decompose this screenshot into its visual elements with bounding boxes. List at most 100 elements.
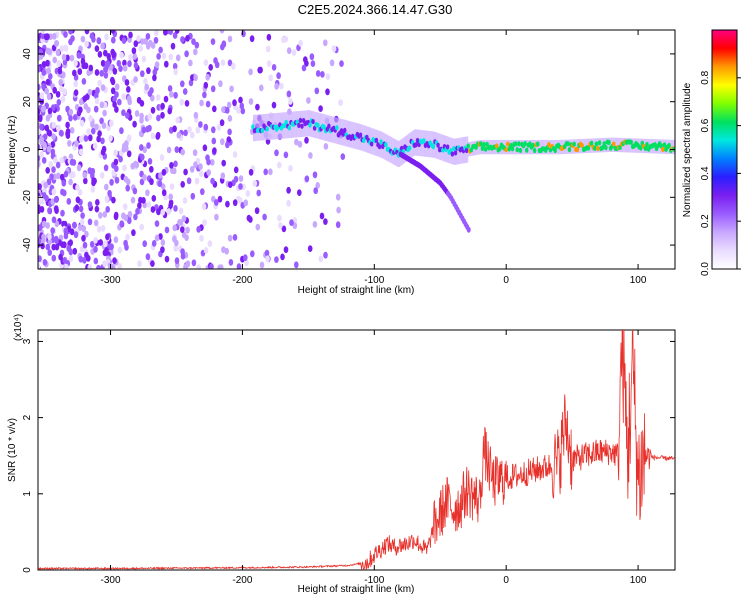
spectrogram-cell bbox=[109, 119, 114, 127]
spectrogram-cell bbox=[600, 144, 605, 151]
spectrogram-cell bbox=[166, 146, 172, 154]
spectrogram-cell bbox=[515, 139, 518, 155]
spectrogram-cell bbox=[286, 90, 292, 98]
spectrogram-cell bbox=[566, 141, 570, 147]
spectrogram-cell bbox=[593, 145, 597, 151]
spectrogram-cell bbox=[123, 214, 129, 222]
spectrogram-cell bbox=[51, 216, 57, 224]
spectrogram-cell bbox=[259, 84, 264, 92]
spectrogram-cell bbox=[132, 53, 138, 60]
spectrogram-cell bbox=[339, 60, 344, 67]
spectrogram-cell bbox=[447, 136, 450, 163]
spectrogram-cell bbox=[73, 89, 79, 96]
spectrogram-cell bbox=[193, 161, 198, 169]
spectrogram-cell bbox=[277, 161, 282, 169]
x-tick-label: 100 bbox=[630, 275, 647, 286]
spectrogram-cell bbox=[72, 247, 78, 255]
spectrogram-cell bbox=[536, 139, 538, 155]
spectrogram-cell bbox=[298, 39, 303, 47]
spectrogram-cell bbox=[232, 199, 238, 207]
spectrogram-cell bbox=[80, 35, 86, 43]
spectrogram-cell bbox=[494, 143, 499, 149]
spectrogram-cell bbox=[626, 138, 629, 153]
spectrogram-cell bbox=[57, 67, 63, 75]
spectrogram-cell bbox=[374, 137, 379, 143]
spectrogram-cell bbox=[145, 125, 150, 133]
spectrogram-cell bbox=[340, 153, 346, 161]
spectrogram-cell bbox=[131, 47, 137, 55]
spectrogram-cell bbox=[281, 225, 287, 233]
x-tick-label: -200 bbox=[232, 275, 252, 286]
spectrogram-cell bbox=[210, 177, 215, 185]
x-tick-label: -200 bbox=[232, 575, 252, 586]
spectrogram-cell bbox=[547, 142, 551, 148]
spectrogram-cell bbox=[190, 192, 196, 200]
snr-x-ticks: -300 -200 -100 0 100 bbox=[101, 330, 647, 586]
spectrogram-cell bbox=[68, 30, 73, 35]
spectrogram-cell bbox=[42, 133, 48, 141]
snr-series-line bbox=[38, 330, 675, 570]
spectrogram-cell bbox=[244, 259, 249, 267]
spectrogram-cell bbox=[615, 137, 617, 153]
spectrogram-cell bbox=[39, 136, 45, 143]
spectrogram-cell bbox=[51, 166, 56, 174]
spectrogram-cell bbox=[289, 111, 291, 139]
spectrogram-cell bbox=[260, 114, 263, 141]
spectrogram-cell bbox=[137, 202, 142, 209]
spectrogram-cell bbox=[95, 87, 100, 94]
spectrogram-cell bbox=[513, 141, 518, 147]
spectrogram-cell bbox=[597, 138, 600, 153]
spectrogram-cell bbox=[161, 168, 167, 176]
spectrogram-cell bbox=[217, 195, 223, 203]
spectrogram-cell bbox=[160, 246, 165, 254]
spectrogram-cell bbox=[139, 117, 144, 124]
spectrogram-cell bbox=[607, 139, 611, 145]
spectrogram-cell bbox=[60, 241, 65, 249]
spectrogram-cell bbox=[121, 93, 126, 101]
spectrogram-cell bbox=[323, 143, 329, 150]
spectrogram-cell bbox=[42, 141, 47, 149]
spectrogram-cell bbox=[51, 121, 57, 129]
spectrogram-cell bbox=[47, 233, 52, 241]
spectrogram-cell bbox=[93, 257, 99, 265]
spectrogram-cell bbox=[149, 165, 154, 173]
spectrogram-cell bbox=[219, 119, 225, 127]
spectrogram-cell bbox=[83, 177, 88, 185]
spectrogram-cell bbox=[133, 76, 138, 83]
spectrogram-cell bbox=[203, 247, 209, 254]
spectrogram-cell bbox=[274, 256, 279, 263]
spectrogram-cell bbox=[479, 140, 481, 155]
spectrogram-cell bbox=[265, 126, 270, 132]
spectrogram-cell bbox=[304, 175, 310, 183]
spectrogram-cell bbox=[307, 245, 313, 253]
spectrogram-cell bbox=[38, 114, 43, 122]
spectrogram-cell bbox=[194, 41, 200, 49]
spectrogram-cell bbox=[75, 184, 80, 192]
spectrogram-cell bbox=[91, 177, 96, 185]
snr-y-label: SNR (10 * v/v) bbox=[7, 418, 18, 482]
spectrogram-cell bbox=[238, 96, 243, 104]
spectrogram-cell bbox=[58, 85, 64, 93]
spectrogram-cell bbox=[100, 224, 106, 232]
spectrogram-cell bbox=[128, 54, 133, 61]
colorbar-tick-label: 0.8 bbox=[700, 70, 711, 84]
spectrogram-cell bbox=[612, 141, 616, 147]
spectrogram-cell bbox=[517, 141, 521, 147]
spectrogram-cell bbox=[87, 218, 93, 226]
spectrogram-cell bbox=[271, 101, 277, 109]
spectrogram-cell bbox=[254, 207, 260, 215]
spectrogram-cell bbox=[445, 144, 450, 150]
spectrogram-cell bbox=[572, 141, 577, 147]
spectrogram-cell bbox=[87, 201, 93, 209]
spectrogram-cell bbox=[56, 172, 61, 180]
spectrogram-cell bbox=[104, 183, 109, 191]
spectrogram-cell bbox=[341, 131, 345, 137]
spectrogram-cell bbox=[185, 226, 190, 234]
spectrogram-cell bbox=[347, 120, 350, 148]
spectrogram-cell bbox=[119, 51, 124, 59]
spectrogram-cell bbox=[184, 234, 189, 242]
spectrogram-cell bbox=[41, 220, 47, 228]
spectrogram-cell bbox=[226, 136, 232, 144]
spectrogram-cell bbox=[145, 253, 151, 261]
spectrogram-cell bbox=[205, 73, 210, 81]
